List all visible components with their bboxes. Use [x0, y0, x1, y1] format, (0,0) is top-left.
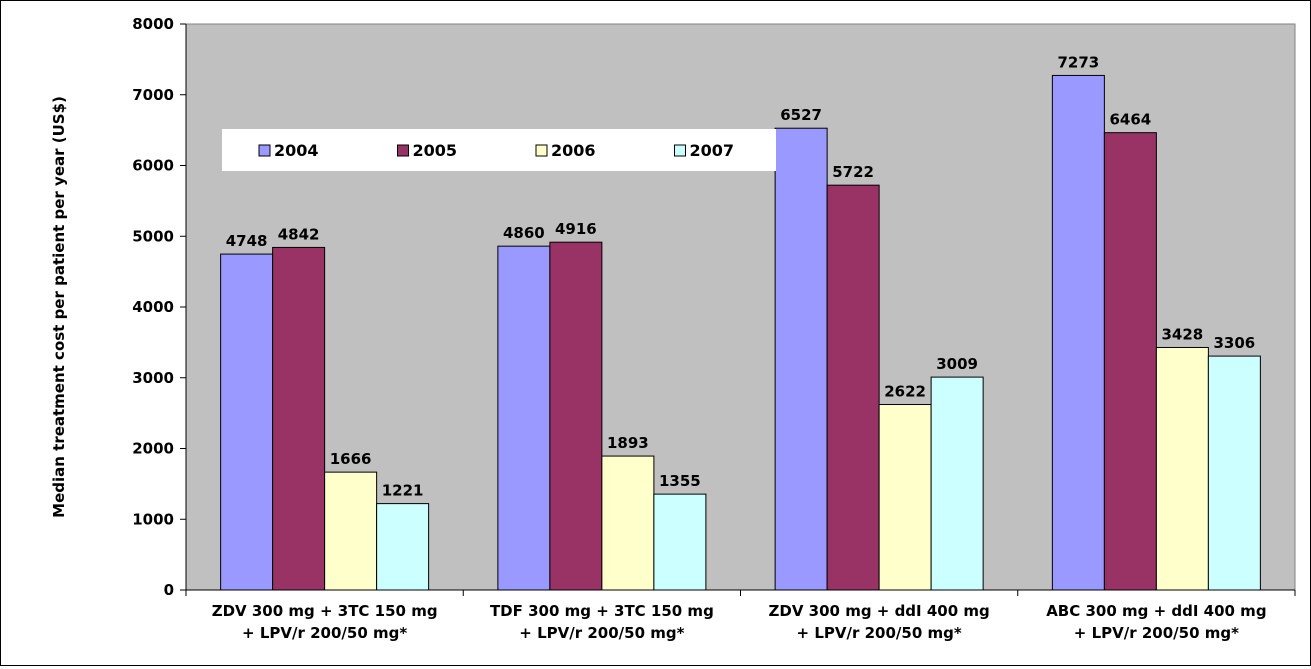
legend-label: 2007 [690, 141, 735, 160]
y-tick-label: 6000 [132, 157, 174, 175]
bar-2007 [1207, 355, 1261, 591]
data-label: 6527 [780, 106, 822, 124]
data-label: 1893 [607, 434, 649, 452]
y-tick-label: 2000 [132, 440, 174, 458]
bar-2004 [774, 127, 828, 591]
data-label: 1355 [659, 472, 701, 490]
data-label: 5722 [832, 163, 874, 181]
axes: 0 1000 2000 3000 4000 5000 6000 7000 8000 ZDV 300… [132, 15, 1296, 642]
data-label: 4916 [555, 220, 597, 238]
y-tick-label: 5000 [132, 227, 174, 245]
data-label: 6464 [1110, 111, 1152, 129]
bar-2005 [272, 246, 326, 591]
legend-swatch [397, 144, 409, 157]
y-tick-label: 8000 [132, 15, 174, 33]
data-label: 2622 [884, 382, 926, 400]
legend-label: 2004 [274, 141, 319, 160]
x-category-label: + LPV/r 200/50 mg* [519, 624, 684, 642]
bar-2005 [1103, 132, 1157, 591]
legend-swatch [258, 144, 271, 157]
data-label: 1666 [330, 450, 372, 468]
bar-2005 [826, 184, 880, 591]
x-category-label: ZDV 300 mg + 3TC 150 mg [212, 602, 438, 620]
legend: 2004 2005 2006 2007 [222, 129, 776, 171]
y-tick-label: 1000 [132, 510, 174, 528]
data-label: 4842 [278, 225, 320, 243]
legend-swatch [674, 144, 686, 157]
legend-swatch [535, 144, 548, 157]
y-tick-label: 7000 [132, 86, 174, 104]
bar-2006 [601, 455, 655, 591]
bar-2006 [878, 403, 932, 591]
y-tick-label: 4000 [132, 298, 174, 316]
bar-2004 [220, 253, 274, 591]
x-category-label: + LPV/r 200/50 mg* [242, 624, 407, 642]
y-tick-label: 3000 [132, 369, 174, 387]
bar-2007 [930, 376, 984, 591]
bars [220, 74, 1261, 591]
bar-2006 [324, 471, 378, 591]
data-label: 3428 [1162, 325, 1204, 343]
bar-2006 [1155, 346, 1209, 591]
x-category-label: ABC 300 mg + ddI 400 mg [1046, 602, 1266, 620]
x-category-label: + LPV/r 200/50 mg* [797, 624, 962, 642]
legend-label: 2006 [551, 141, 596, 160]
x-category-label: TDF 300 mg + 3TC 150 mg [490, 602, 714, 620]
x-category-label: ZDV 300 mg + ddI 400 mg [769, 602, 990, 620]
data-label: 3009 [936, 355, 978, 373]
x-category-label: + LPV/r 200/50 mg* [1074, 624, 1239, 642]
y-axis-title: Median treatment cost per patient per ye… [50, 96, 68, 518]
data-label: 7273 [1058, 53, 1100, 71]
bar-2007 [653, 493, 707, 591]
data-label: 3306 [1214, 334, 1256, 352]
data-label: 4860 [503, 224, 545, 242]
bar-2004 [1051, 74, 1105, 591]
data-labels: 4748 4842 1666 1221 4860 4916 1893 1355 6527 5722… [226, 53, 1256, 499]
bar-2005 [549, 241, 603, 591]
data-label: 4748 [226, 232, 268, 250]
y-tick-label: 0 [164, 581, 174, 599]
bar-2004 [497, 245, 551, 591]
data-label: 1221 [382, 482, 424, 500]
bar-2007 [376, 503, 430, 591]
legend-label: 2005 [413, 141, 458, 160]
